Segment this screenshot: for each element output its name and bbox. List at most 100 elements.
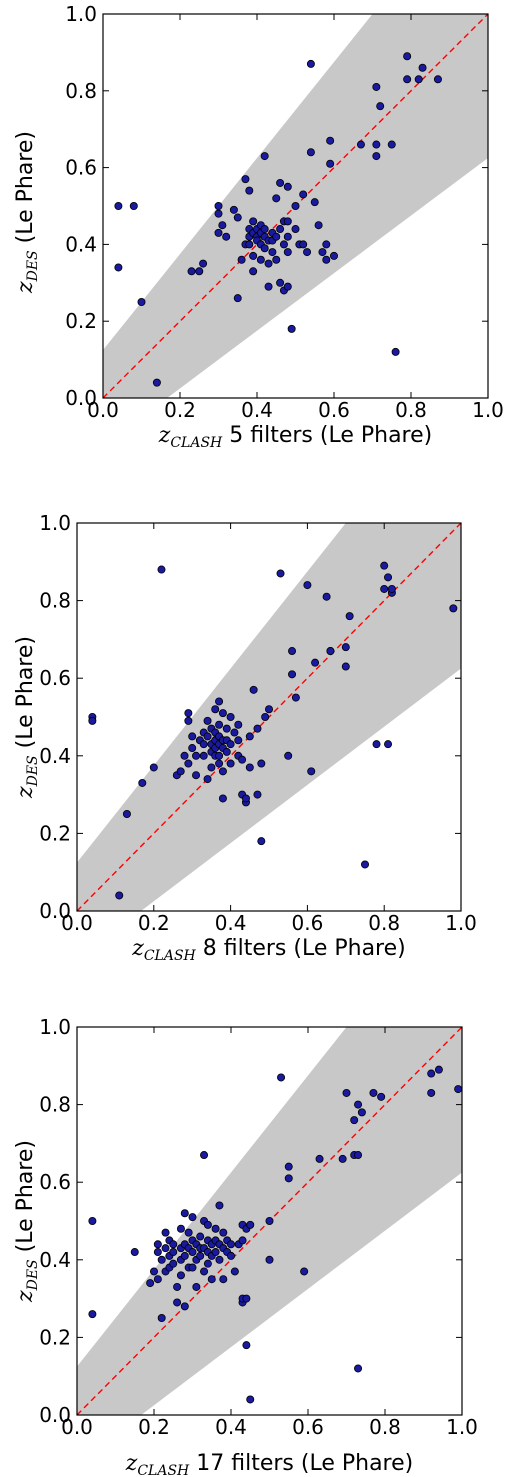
data-point [249, 251, 258, 260]
data-point [265, 1255, 274, 1264]
data-point [372, 140, 381, 149]
data-point [283, 282, 292, 291]
data-point [246, 1220, 255, 1229]
data-point [245, 186, 254, 195]
data-point [260, 152, 269, 161]
data-point [218, 767, 227, 776]
data-point [241, 794, 250, 803]
data-point [454, 1085, 462, 1094]
data-point [196, 1251, 205, 1260]
data-point [403, 52, 412, 61]
x-tick-label: 0.8 [368, 911, 400, 935]
plot-frame [102, 13, 489, 399]
data-point [261, 713, 270, 722]
data-point [222, 724, 231, 733]
data-point [376, 102, 385, 111]
data-point [449, 604, 458, 613]
data-point [272, 255, 281, 264]
data-point [268, 248, 277, 257]
plot-area [103, 14, 488, 398]
data-point [238, 755, 247, 764]
data-point [161, 1244, 170, 1253]
data-point [192, 1282, 201, 1291]
data-point [195, 267, 204, 276]
data-point [264, 282, 273, 291]
y-tick-label: 0.4 [65, 232, 97, 256]
data-point [264, 705, 273, 714]
data-point [246, 1395, 255, 1404]
data-point [184, 1228, 193, 1237]
data-point [284, 1174, 293, 1183]
y-tick-label: 0.0 [39, 899, 71, 923]
data-point [245, 732, 254, 741]
data-point [157, 565, 166, 574]
data-point [418, 63, 427, 72]
x-tick-label: 0.4 [215, 911, 247, 935]
data-point [203, 775, 212, 784]
data-point [257, 759, 266, 768]
data-point [276, 178, 285, 187]
plot-area [77, 1027, 462, 1415]
data-point [242, 1294, 251, 1303]
x-tick-label: 0.8 [369, 1415, 401, 1439]
data-point [214, 228, 223, 237]
data-point [203, 1220, 212, 1229]
data-point [199, 740, 208, 749]
data-point [199, 751, 208, 760]
data-point [256, 255, 265, 264]
y-tick-label: 0.8 [39, 589, 71, 613]
data-point [283, 182, 292, 191]
data-point [287, 324, 296, 333]
data-point [169, 1240, 178, 1249]
data-point [433, 75, 442, 84]
data-point [291, 693, 300, 702]
data-point [350, 1116, 359, 1125]
confidence-band [77, 1027, 462, 1415]
data-point [218, 709, 227, 718]
data-point [380, 561, 389, 570]
data-point [284, 751, 293, 760]
data-point [260, 225, 269, 234]
y-tick-label: 0.0 [65, 386, 97, 410]
data-point [303, 581, 312, 590]
data-point [169, 1259, 178, 1268]
data-point [322, 255, 331, 264]
data-point [184, 716, 193, 725]
y-axis-label: zDES (Le Phare) [13, 636, 41, 799]
data-point [211, 705, 220, 714]
data-point [229, 205, 238, 214]
data-point [272, 232, 281, 241]
data-point [329, 251, 338, 260]
x-tick-label: 0.2 [138, 911, 170, 935]
data-point [188, 732, 197, 741]
x-tick-label: 0.6 [291, 911, 323, 935]
data-point [218, 221, 227, 230]
data-point [207, 763, 216, 772]
data-point [306, 148, 315, 157]
data-point [219, 1275, 228, 1284]
y-tick-label: 0.4 [39, 744, 71, 768]
data-point [241, 175, 250, 184]
data-point [249, 217, 258, 226]
x-tick-label: 0.6 [318, 398, 350, 422]
data-point [283, 248, 292, 257]
x-axis-label: zCLASH 5 filters (Le Phare) [158, 423, 432, 451]
data-point [310, 198, 319, 207]
data-point [360, 860, 369, 869]
chart-panel-3: 0.0 0.2 0.4 0.6 0.8 1.0 0.0 0.2 0.4 0.6 0.8 1.0 zCLA… [13, 1015, 478, 1477]
data-point [114, 201, 123, 210]
data-point [264, 259, 273, 268]
data-point [187, 267, 196, 276]
data-point [387, 140, 396, 149]
data-point [169, 1248, 178, 1257]
confidence-band [77, 523, 461, 911]
x-tick-label: 1.0 [445, 911, 477, 935]
data-point [233, 294, 242, 303]
data-point [215, 751, 224, 760]
data-point [369, 1088, 378, 1097]
data-point [303, 248, 312, 257]
data-point [188, 1263, 197, 1272]
data-point [372, 82, 381, 91]
data-point [188, 1213, 197, 1222]
data-point [199, 259, 208, 268]
